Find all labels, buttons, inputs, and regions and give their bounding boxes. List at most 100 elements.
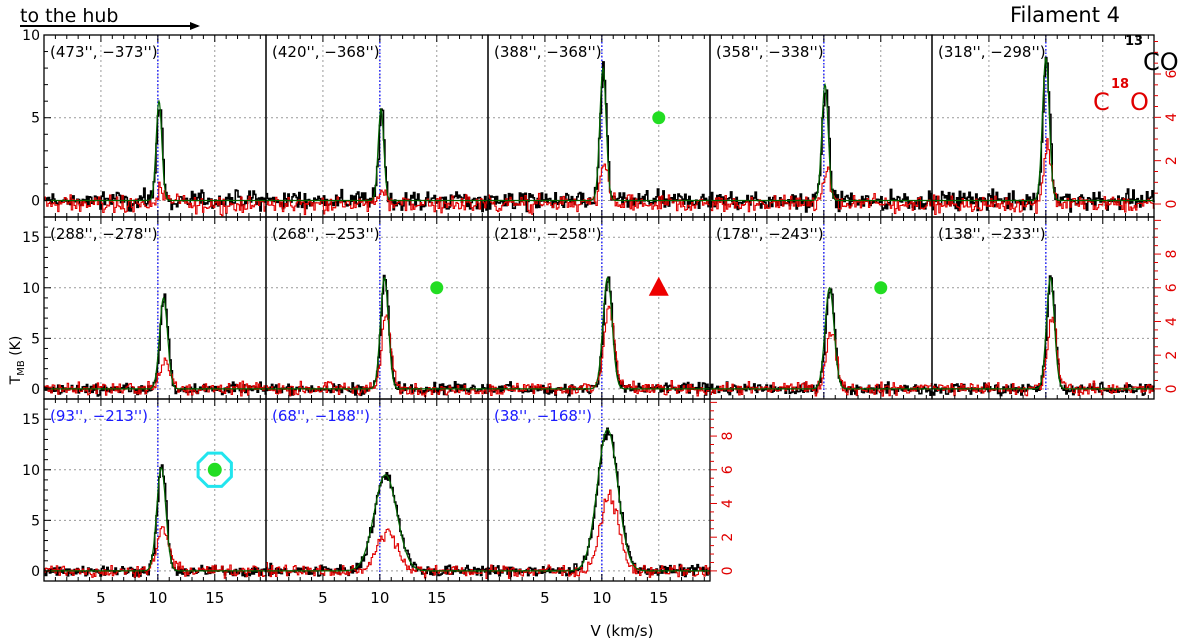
y-tick-label-right: 4: [720, 499, 736, 508]
spectrum-panel: (420'', −368''): [265, 34, 489, 218]
y-tick-label-left: 10: [22, 281, 40, 297]
y-tick-label-right: 4: [1164, 317, 1180, 326]
marker-circle: [874, 281, 888, 295]
spectrum-13co-fit: [266, 474, 488, 572]
spectrum-panel: 0 2 4 6 8 (138'', −233''): [931, 216, 1180, 400]
svg-text:TMB (K): TMB (K): [8, 336, 27, 386]
spectrum-panel: 5 10 15 (68'', −188''): [265, 398, 489, 607]
spectrum-panel: 0 5 10 15 5 10 15 (93'', −213''): [22, 398, 267, 607]
y-tick-label-left: 0: [31, 193, 40, 209]
y-tick-label-right: 0: [720, 566, 736, 575]
legend-c18o-pre: C: [1093, 88, 1110, 116]
y-tick-label-right: 0: [1164, 200, 1180, 209]
spectrum-panel: (178'', −243''): [709, 216, 933, 400]
marker-triangle: [648, 276, 669, 296]
y-tick-label-right: 8: [720, 432, 736, 441]
y-tick-label-right: 2: [1164, 351, 1180, 360]
x-tick-label: 10: [148, 589, 167, 607]
panel-frame: [487, 398, 711, 582]
spectrum-c18o: [266, 314, 489, 398]
x-tick-label: 10: [592, 589, 611, 607]
x-tick-label: 5: [540, 589, 550, 607]
spectrum-panel: (218'', −258''): [487, 216, 711, 400]
panel-offset-label: (218'', −258''): [494, 225, 602, 243]
spectrum-13co: [932, 275, 1155, 397]
spectrum-13co-fit: [488, 65, 710, 202]
legend-13co: 13 CO: [1125, 34, 1179, 76]
panels: 0 5 10 (473'', −373'') (420'', −368'') (388''…: [22, 28, 1180, 607]
marker-circle: [430, 281, 444, 295]
y-tick-label-left: 15: [22, 230, 40, 246]
spectrum-13co: [488, 276, 711, 397]
y-tick-label-right: 0: [1164, 384, 1180, 393]
y-tick-label-left: 5: [31, 111, 40, 127]
y-axis-label-unit: (K): [8, 336, 24, 361]
legend-13co-base: CO: [1143, 48, 1179, 76]
y-axis-label-sub: MB: [16, 360, 27, 376]
spectrum-panel: 0 5 10 (473'', −373''): [22, 28, 267, 218]
spectrum-c18o: [44, 181, 267, 217]
spectrum-panel: (268'', −253''): [265, 216, 489, 400]
spectrum-13co-fit: [44, 296, 266, 390]
y-tick-label-right: 6: [720, 465, 736, 474]
hub-label: to the hub: [20, 5, 118, 27]
spectrum-13co-fit: [710, 82, 932, 202]
y-tick-label-right: 8: [1164, 250, 1180, 259]
y-tick-label-left: 0: [31, 564, 40, 580]
spectrum-13co-fit: [266, 107, 488, 202]
panel-offset-label: (93'', −213''): [50, 407, 148, 425]
spectrum-c18o: [44, 357, 267, 397]
legend-c18o-sup: 18: [1111, 77, 1129, 92]
x-tick-label: 5: [96, 589, 106, 607]
spectrum-13co-fit: [488, 276, 710, 390]
x-tick-label: 10: [370, 589, 389, 607]
x-tick-label: 5: [318, 589, 328, 607]
panel-offset-label: (68'', −188''): [272, 407, 370, 425]
panel-offset-label: (138'', −233''): [938, 225, 1046, 243]
spectrum-c18o: [266, 528, 489, 579]
y-tick-label-left: 5: [31, 513, 40, 529]
spectrum-c18o: [488, 489, 711, 579]
legend-c18o-post: O: [1130, 88, 1149, 116]
y-tick-label-right: 4: [1164, 113, 1180, 122]
panel-offset-label: (358'', −338''): [716, 43, 824, 61]
y-tick-label-left: 0: [31, 382, 40, 398]
y-axis-label-main: T: [8, 375, 24, 385]
spectrum-13co: [266, 472, 489, 577]
spectrum-c18o: [710, 331, 933, 397]
hub-arrow-head: [190, 22, 200, 30]
spectrum-panel: 0 5 10 15 (288'', −278''): [22, 216, 267, 400]
y-tick-label-left: 15: [22, 412, 40, 428]
legend-c18o: C 18 O: [1093, 77, 1149, 116]
panel-offset-label: (318'', −298''): [938, 43, 1046, 61]
panel-offset-label: (288'', −278''): [50, 225, 158, 243]
panel-frame: [265, 398, 489, 582]
spectrum-panel: (358'', −338''): [709, 34, 933, 218]
x-tick-label: 15: [427, 589, 446, 607]
spectrum-panel: 0 2 4 6 8 5 10 15 (38'', −168''): [487, 398, 736, 607]
y-tick-label-left: 5: [31, 331, 40, 347]
y-tick-label-right: 2: [1164, 156, 1180, 165]
y-tick-label-right: 6: [1164, 283, 1180, 292]
panel-offset-label: (268'', −253''): [272, 225, 380, 243]
y-tick-label-right: 6: [1164, 69, 1180, 78]
panel-offset-label: (38'', −168''): [494, 407, 592, 425]
spectrum-13co-fit: [266, 276, 488, 390]
spectrum-13co-fit: [932, 56, 1154, 202]
y-tick-label-left: 10: [22, 28, 40, 44]
x-tick-label: 15: [649, 589, 668, 607]
spectrum-13co: [710, 288, 933, 396]
panel-offset-label: (420'', −368''): [272, 43, 380, 61]
marker-circle: [207, 462, 222, 477]
panel-frame: [709, 34, 933, 218]
marker-ring: [196, 451, 233, 488]
y-tick-label-left: 10: [22, 463, 40, 479]
spectrum-panel: (388'', −368''): [487, 34, 711, 218]
x-axis-label: V (km/s): [591, 622, 654, 640]
panel-frame: [43, 34, 267, 218]
spectrum-c18o: [266, 189, 489, 216]
y-tick-label-right: 2: [720, 533, 736, 542]
panel-offset-label: (178'', −243''): [716, 225, 824, 243]
spectrum-c18o: [488, 163, 711, 215]
panel-frame: [43, 216, 267, 400]
